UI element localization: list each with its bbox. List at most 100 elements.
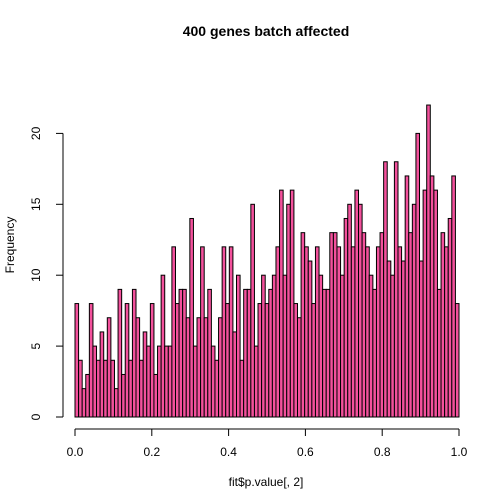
y-axis-label: Frequency <box>3 217 17 274</box>
histogram-bar <box>160 274 166 418</box>
histogram-bar <box>293 303 299 418</box>
histogram-bar <box>408 232 413 418</box>
histogram-bar <box>386 260 392 418</box>
histogram-bar <box>189 217 194 418</box>
histogram-bar <box>282 274 288 418</box>
histogram-bar <box>131 288 137 418</box>
histogram-bar <box>110 359 115 418</box>
histogram-bar <box>440 232 446 418</box>
histogram-bar <box>96 359 101 418</box>
histogram-bar <box>167 345 173 418</box>
histogram-bar <box>279 189 284 418</box>
bars-group <box>74 104 460 418</box>
histogram-bar <box>117 288 123 418</box>
histogram-bar <box>157 345 162 418</box>
histogram-bar <box>146 345 151 418</box>
histogram-bar <box>78 359 83 418</box>
y-tick-label: 10 <box>29 268 43 282</box>
histogram-bar <box>192 345 198 418</box>
x-tick-label: 0.2 <box>143 445 160 459</box>
histogram-bar <box>401 260 406 418</box>
histogram-bar <box>246 288 252 418</box>
histogram-bar <box>433 189 438 418</box>
histogram-bar <box>314 246 320 418</box>
histogram-bar <box>261 274 266 418</box>
histogram-bar <box>297 317 302 418</box>
histogram-bar <box>182 288 187 418</box>
histogram-bar <box>153 373 159 418</box>
histogram-bar <box>336 246 342 418</box>
histogram-bar <box>415 132 421 418</box>
histogram-bar <box>393 161 399 418</box>
histogram-bar <box>207 288 212 418</box>
x-tick-label: 0.6 <box>297 445 314 459</box>
histogram-bar <box>325 288 331 418</box>
x-tick-label: 0.4 <box>220 445 237 459</box>
histogram-bar <box>250 203 255 418</box>
y-tick-label: 20 <box>29 126 43 140</box>
histogram-bar <box>404 175 410 418</box>
histogram-bar <box>232 331 238 418</box>
histogram-bar <box>329 232 334 418</box>
x-axis: 0.0 0.2 0.4 0.6 0.8 1.0 <box>67 428 468 459</box>
histogram-bar <box>214 359 220 418</box>
histogram-bar <box>444 246 449 418</box>
histogram-bar <box>436 288 442 418</box>
histogram-bar <box>113 388 119 418</box>
y-tick-label: 5 <box>29 342 43 349</box>
histogram-bar <box>92 345 98 418</box>
histogram-bar <box>164 345 169 418</box>
histogram-bar <box>239 359 245 418</box>
histogram-bar <box>350 246 356 418</box>
histogram-bar <box>185 317 191 418</box>
histogram-bar <box>139 359 144 418</box>
histogram-bar <box>426 104 431 418</box>
histogram-bar <box>264 303 270 418</box>
histogram-bar <box>228 246 234 418</box>
histogram-bar <box>81 388 87 418</box>
x-tick-label: 1.0 <box>451 445 468 459</box>
histogram-bar <box>286 203 291 418</box>
histogram-bar <box>99 331 105 418</box>
histogram-bar <box>236 274 241 418</box>
histogram-bar <box>142 331 148 418</box>
histogram-bar <box>289 189 295 418</box>
histogram-bar <box>304 246 309 418</box>
histogram-bar <box>332 232 338 418</box>
histogram-bar <box>454 303 460 418</box>
histogram-bar <box>88 303 94 418</box>
histogram-bar <box>124 303 130 418</box>
histogram-bar <box>85 373 90 418</box>
histogram-bar <box>340 274 345 418</box>
histogram-bar <box>318 274 324 418</box>
histogram-bar <box>365 246 370 418</box>
histogram-bar <box>103 359 108 418</box>
histogram-bar <box>218 317 223 418</box>
histogram-bar <box>419 260 424 418</box>
histogram-bar <box>383 161 388 418</box>
histogram-bar <box>343 217 349 418</box>
histogram-bar <box>221 246 227 418</box>
histogram-bar <box>225 303 230 418</box>
histogram-bar <box>390 274 395 418</box>
histogram-bar <box>372 288 377 418</box>
histogram-bar <box>128 359 133 418</box>
histogram-bar <box>243 288 248 418</box>
histogram-bar <box>311 303 316 418</box>
histogram-bar <box>200 246 205 418</box>
histogram-bar <box>135 317 141 418</box>
histogram-bar <box>253 345 259 418</box>
histogram-bar <box>268 288 273 418</box>
histogram-bar <box>411 203 417 418</box>
histogram-bar <box>379 232 385 418</box>
histogram-bar <box>354 189 360 418</box>
histogram-bar <box>178 288 184 418</box>
histogram-bar <box>368 274 374 418</box>
histogram-bar <box>300 232 306 418</box>
chart-title: 400 genes batch affected <box>183 23 350 39</box>
y-tick-label: 0 <box>29 413 43 420</box>
histogram-bar <box>322 288 327 418</box>
histogram-bar <box>106 317 112 418</box>
histogram-bar <box>210 345 216 418</box>
